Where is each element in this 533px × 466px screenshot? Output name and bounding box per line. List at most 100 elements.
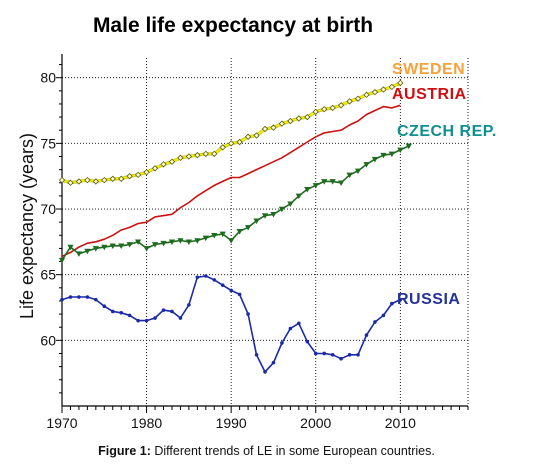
data-point-russia-1981 [153,316,157,320]
data-point-czech-rep-1979 [135,239,142,246]
data-point-sweden-1992 [244,133,252,140]
data-point-czech-rep-1977 [118,243,125,249]
data-point-russia-1986 [195,275,200,280]
data-point-sweden-1997 [287,117,294,125]
data-point-russia-2009 [390,301,394,306]
data-point-czech-rep-1983 [168,239,176,246]
data-point-czech-rep-2011 [405,143,412,150]
data-point-sweden-1991 [236,138,243,146]
data-point-czech-rep-1976 [109,243,116,249]
data-point-czech-rep-1992 [244,225,252,231]
data-point-russia-1976 [110,309,115,314]
data-point-czech-rep-2003 [338,180,345,186]
data-point-sweden-2006 [363,91,370,98]
data-point-russia-1977 [119,310,124,315]
series-label-sweden: SWEDEN [392,61,465,78]
data-point-russia-1970 [60,297,64,302]
data-point-sweden-1996 [278,120,286,127]
data-point-sweden-1989 [219,144,226,151]
data-point-russia-2000 [313,351,318,356]
data-point-russia-1993 [254,352,259,357]
data-point-czech-rep-1984 [177,238,184,244]
x-tick-label-1970: 1970 [46,415,77,431]
data-point-russia-1992 [246,312,250,316]
data-point-czech-rep-1985 [185,239,192,246]
data-point-sweden-1977 [118,175,125,182]
data-point-sweden-2001 [321,106,328,113]
data-point-sweden-1983 [168,158,176,165]
data-point-russia-1990 [229,288,233,293]
data-point-czech-rep-1990 [228,238,235,244]
data-point-czech-rep-1995 [270,211,277,218]
data-point-russia-1999 [305,339,310,344]
data-point-russia-1978 [127,313,132,318]
data-point-czech-rep-1971 [67,244,74,251]
data-point-czech-rep-2005 [354,168,362,175]
data-point-russia-1971 [68,295,73,299]
data-point-sweden-1973 [84,176,91,184]
data-point-russia-2001 [322,351,327,356]
data-point-sweden-2004 [346,98,353,105]
data-point-sweden-1990 [228,140,235,147]
data-point-sweden-1998 [295,115,302,122]
data-point-russia-1980 [144,318,149,323]
y-tick-label-60: 60 [40,332,56,348]
data-point-czech-rep-1981 [151,242,159,248]
data-point-czech-rep-1998 [295,193,302,200]
data-point-sweden-1976 [109,175,116,182]
data-point-czech-rep-1978 [126,242,133,248]
data-point-sweden-1975 [101,176,108,184]
data-point-czech-rep-1996 [278,206,286,213]
data-point-russia-1988 [212,278,217,282]
data-point-russia-2005 [356,352,360,357]
data-point-russia-2002 [330,352,335,357]
data-point-sweden-2007 [371,88,379,96]
data-point-russia-1975 [102,304,107,308]
y-tick-label-75: 75 [40,135,56,151]
data-point-russia-1995 [271,360,276,365]
data-point-sweden-1971 [67,179,74,186]
data-point-czech-rep-1994 [261,213,269,219]
data-point-czech-rep-2007 [371,156,379,163]
data-point-russia-1997 [288,326,293,331]
y-tick-label-80: 80 [40,70,56,86]
data-point-russia-2007 [373,320,377,324]
data-point-czech-rep-2009 [388,151,395,158]
data-point-sweden-2009 [388,83,396,91]
x-tick-label-1990: 1990 [216,415,247,431]
y-tick-label-70: 70 [40,201,56,217]
data-point-czech-rep-1988 [211,232,218,239]
data-point-sweden-2005 [354,95,362,102]
data-point-sweden-1984 [177,154,184,161]
life-expectancy-chart: Male life expectancy at birth Life expec… [17,14,496,431]
data-point-czech-rep-2010 [397,147,404,154]
data-point-russia-1985 [187,303,191,307]
data-point-czech-rep-2006 [363,162,370,168]
data-point-sweden-2000 [312,108,319,116]
data-point-czech-rep-1993 [253,218,260,225]
axes: 60 65 70 75 80 1970 1980 1990 2000 2010 [40,54,469,431]
data-point-czech-rep-2004 [346,172,353,179]
data-point-czech-rep-1970 [58,257,66,264]
data-point-czech-rep-1972 [75,251,83,257]
data-point-russia-1983 [170,309,174,314]
data-point-czech-rep-1982 [160,240,167,247]
grid-lines [61,58,468,406]
data-point-sweden-1981 [151,165,159,172]
data-point-czech-rep-1975 [101,244,108,251]
data-point-russia-2004 [347,352,352,357]
data-point-russia-1972 [77,295,81,299]
x-tick-label-2000: 2000 [300,415,331,431]
data-point-russia-1979 [136,318,140,323]
data-point-czech-rep-2008 [380,152,387,159]
data-point-czech-rep-1986 [194,238,201,244]
data-point-russia-2010 [398,297,403,302]
data-point-sweden-1993 [253,132,260,139]
data-point-sweden-1987 [202,150,209,158]
data-point-sweden-1988 [211,150,218,158]
data-point-russia-1989 [220,283,225,287]
chart-title: Male life expectancy at birth [93,14,373,37]
data-point-czech-rep-2001 [321,179,328,185]
data-point-russia-1974 [94,297,98,302]
y-tick-label-65: 65 [40,267,56,283]
